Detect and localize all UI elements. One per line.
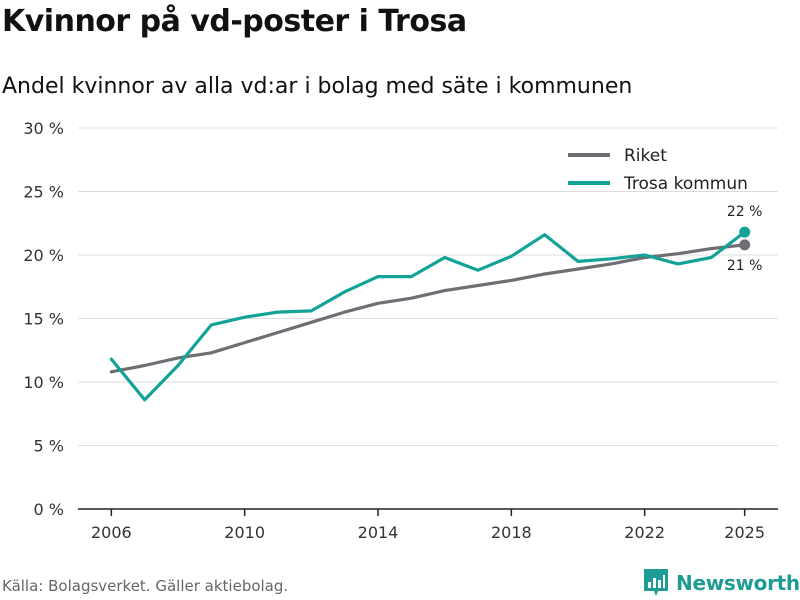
brand-name: Newsworthy bbox=[676, 571, 800, 595]
axis-layer: 0 % 5 % 10 % 15 % 20 % 25 % 30 % 2006 2010 2014 20… bbox=[23, 119, 778, 542]
x-tick-label: 2022 bbox=[624, 523, 665, 542]
source-note: Källa: Bolagsverket. Gäller aktiebolag. bbox=[2, 577, 289, 595]
end-point-riket bbox=[739, 239, 751, 251]
x-tick-label: 2006 bbox=[91, 523, 132, 542]
end-label-riket: 21 % bbox=[727, 258, 763, 274]
series-layer bbox=[109, 226, 751, 402]
page-title: Kvinnor på vd-poster i Trosa bbox=[2, 4, 467, 39]
y-tick-label: 0 % bbox=[34, 500, 64, 519]
end-point-trosa-kommun bbox=[739, 226, 751, 238]
y-tick-label: 15 % bbox=[23, 310, 64, 329]
series-line-riket bbox=[109, 243, 747, 374]
x-tick-label: 2018 bbox=[491, 523, 532, 542]
x-tick-label: 2014 bbox=[358, 523, 399, 542]
y-tick-label: 30 % bbox=[23, 119, 64, 138]
x-tick-label: 2010 bbox=[224, 523, 265, 542]
brand-logo[interactable]: Newsworthy bbox=[644, 567, 800, 599]
legend-label-riket: Riket bbox=[624, 146, 667, 166]
label-layer: 21 % 22 % bbox=[727, 204, 763, 274]
y-tick-label: 25 % bbox=[23, 183, 64, 202]
x-tick-label: 2025 bbox=[724, 523, 765, 542]
y-tick-label: 20 % bbox=[23, 246, 64, 265]
page-subtitle: Andel kvinnor av alla vd:ar i bolag med … bbox=[2, 74, 633, 99]
y-tick-label: 5 % bbox=[34, 437, 64, 456]
end-label-trosa-kommun: 22 % bbox=[727, 204, 763, 220]
legend-label-trosa-kommun: Trosa kommun bbox=[623, 174, 748, 194]
bar-chart-logo-icon bbox=[644, 569, 668, 596]
y-tick-label: 10 % bbox=[23, 373, 64, 392]
series-line-trosa-kommun bbox=[109, 230, 747, 402]
legend: Riket Trosa kommun bbox=[568, 146, 748, 194]
